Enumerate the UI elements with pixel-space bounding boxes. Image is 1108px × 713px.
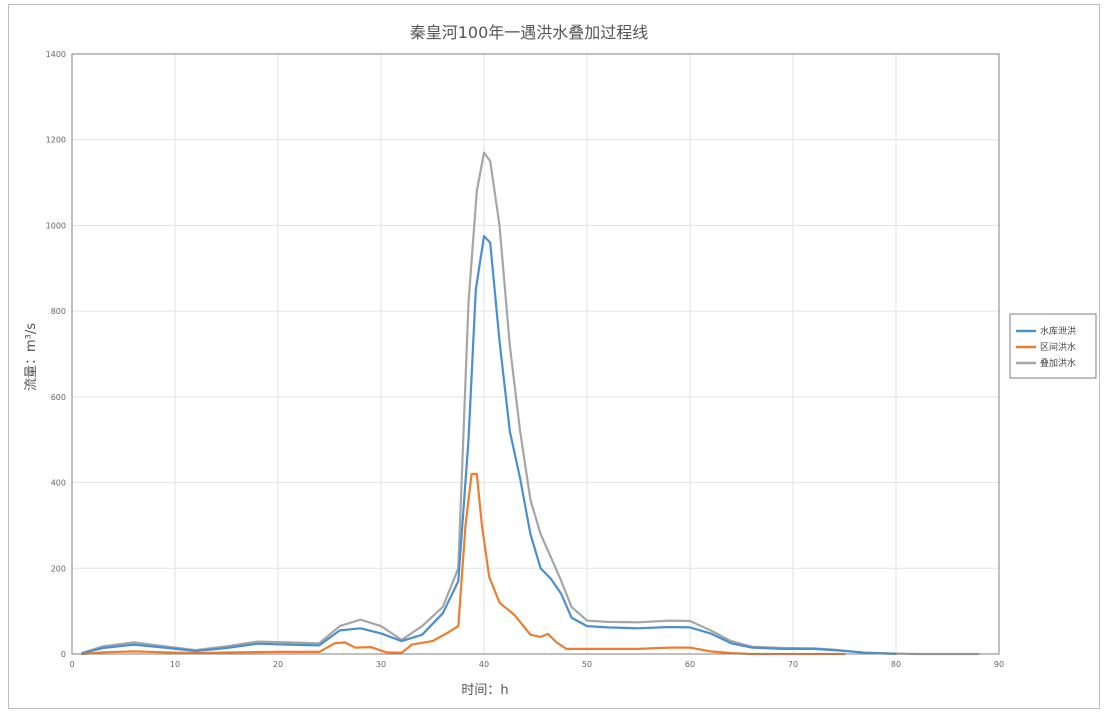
- series-layer: [81, 151, 980, 656]
- y-tick-label: 1000: [46, 221, 66, 230]
- legend-label-1: 区间洪水: [1040, 341, 1076, 353]
- y-tick-label: 0: [61, 650, 66, 659]
- chart-frame: 秦皇河100年一遇洪水叠加过程线 0 10 20 30 40 50 60 70 80 90 0 20…: [8, 4, 1100, 709]
- series-line-1: [81, 472, 846, 656]
- x-axis-label: 时间：h: [461, 683, 508, 698]
- chart-title: 秦皇河100年一遇洪水叠加过程线: [410, 23, 649, 42]
- y-tick-label: 1200: [46, 136, 66, 145]
- y-axis-label: 流量：m³/s: [24, 323, 39, 391]
- series-line-2: [81, 151, 980, 656]
- y-tick-label: 800: [51, 307, 66, 316]
- series-line-0: [81, 235, 898, 656]
- legend-label-0: 水库泄洪: [1040, 325, 1076, 337]
- flood-hydrograph-chart: 秦皇河100年一遇洪水叠加过程线 0 10 20 30 40 50 60 70 80 90 0 20…: [24, 23, 1097, 698]
- plot-area-border: [71, 53, 1000, 655]
- y-tick-label: 600: [51, 393, 66, 402]
- x-tick-label: 40: [479, 660, 489, 669]
- x-tick-label: 30: [376, 660, 386, 669]
- x-tick-label: 0: [69, 660, 74, 669]
- x-tick-label: 80: [891, 660, 901, 669]
- x-tick-label: 60: [685, 660, 695, 669]
- x-tick-label: 70: [788, 660, 798, 669]
- y-tick-label: 200: [51, 564, 66, 573]
- x-axis-ticks: 0 10 20 30 40 50 60 70 80 90: [69, 660, 1004, 669]
- y-tick-label: 400: [51, 479, 66, 488]
- legend-label-2: 叠加洪水: [1040, 357, 1076, 369]
- y-tick-label: 1400: [46, 50, 66, 59]
- x-tick-label: 10: [170, 660, 180, 669]
- y-axis-ticks: 0 200 400 600 800 1000 1200 1400: [46, 50, 66, 659]
- x-tick-label: 90: [994, 660, 1004, 669]
- grid: [72, 54, 999, 654]
- x-tick-label: 20: [273, 660, 283, 669]
- x-tick-label: 50: [582, 660, 592, 669]
